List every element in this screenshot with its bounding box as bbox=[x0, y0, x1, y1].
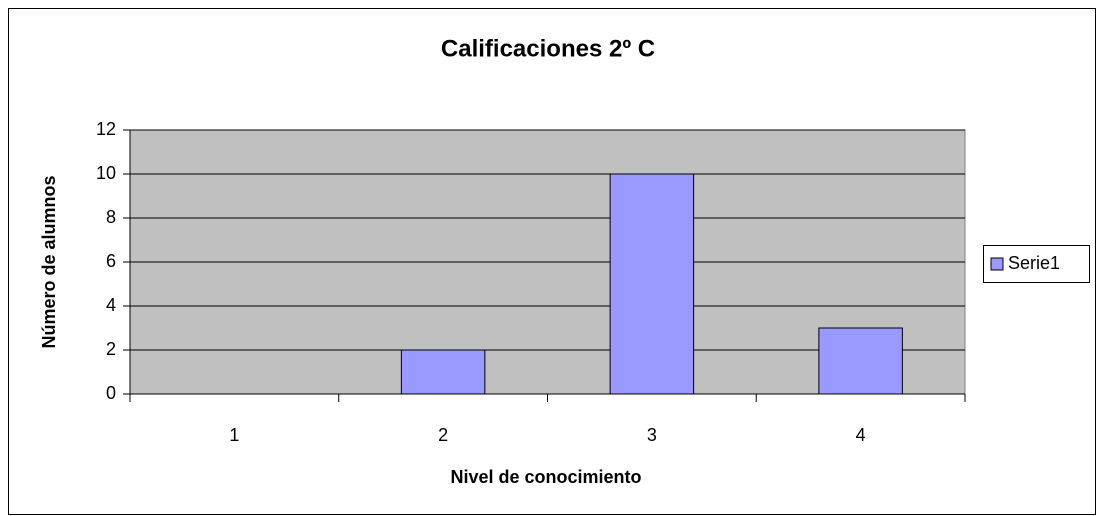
chart-title: Calificaciones 2º C bbox=[441, 35, 655, 62]
bar bbox=[609, 173, 695, 395]
legend-swatch bbox=[990, 257, 1004, 271]
bar bbox=[400, 349, 486, 395]
x-tick-label: 2 bbox=[438, 425, 448, 445]
legend-label: Serie1 bbox=[1008, 253, 1060, 273]
y-tick-label: 4 bbox=[106, 295, 116, 315]
x-tick-label: 1 bbox=[229, 425, 239, 445]
x-tick-label: 3 bbox=[647, 425, 657, 445]
y-tick-label: 0 bbox=[106, 383, 116, 403]
y-tick-label: 10 bbox=[96, 163, 116, 183]
x-axis-label: Nivel de conocimiento bbox=[450, 467, 641, 487]
x-tick-label: 4 bbox=[856, 425, 866, 445]
y-tick-label: 6 bbox=[106, 251, 116, 271]
y-tick-label: 12 bbox=[96, 119, 116, 139]
y-tick-label: 2 bbox=[106, 339, 116, 359]
bar bbox=[818, 327, 903, 395]
y-tick-label: 8 bbox=[106, 207, 116, 227]
y-axis-label: Número de alumnos bbox=[39, 175, 59, 348]
